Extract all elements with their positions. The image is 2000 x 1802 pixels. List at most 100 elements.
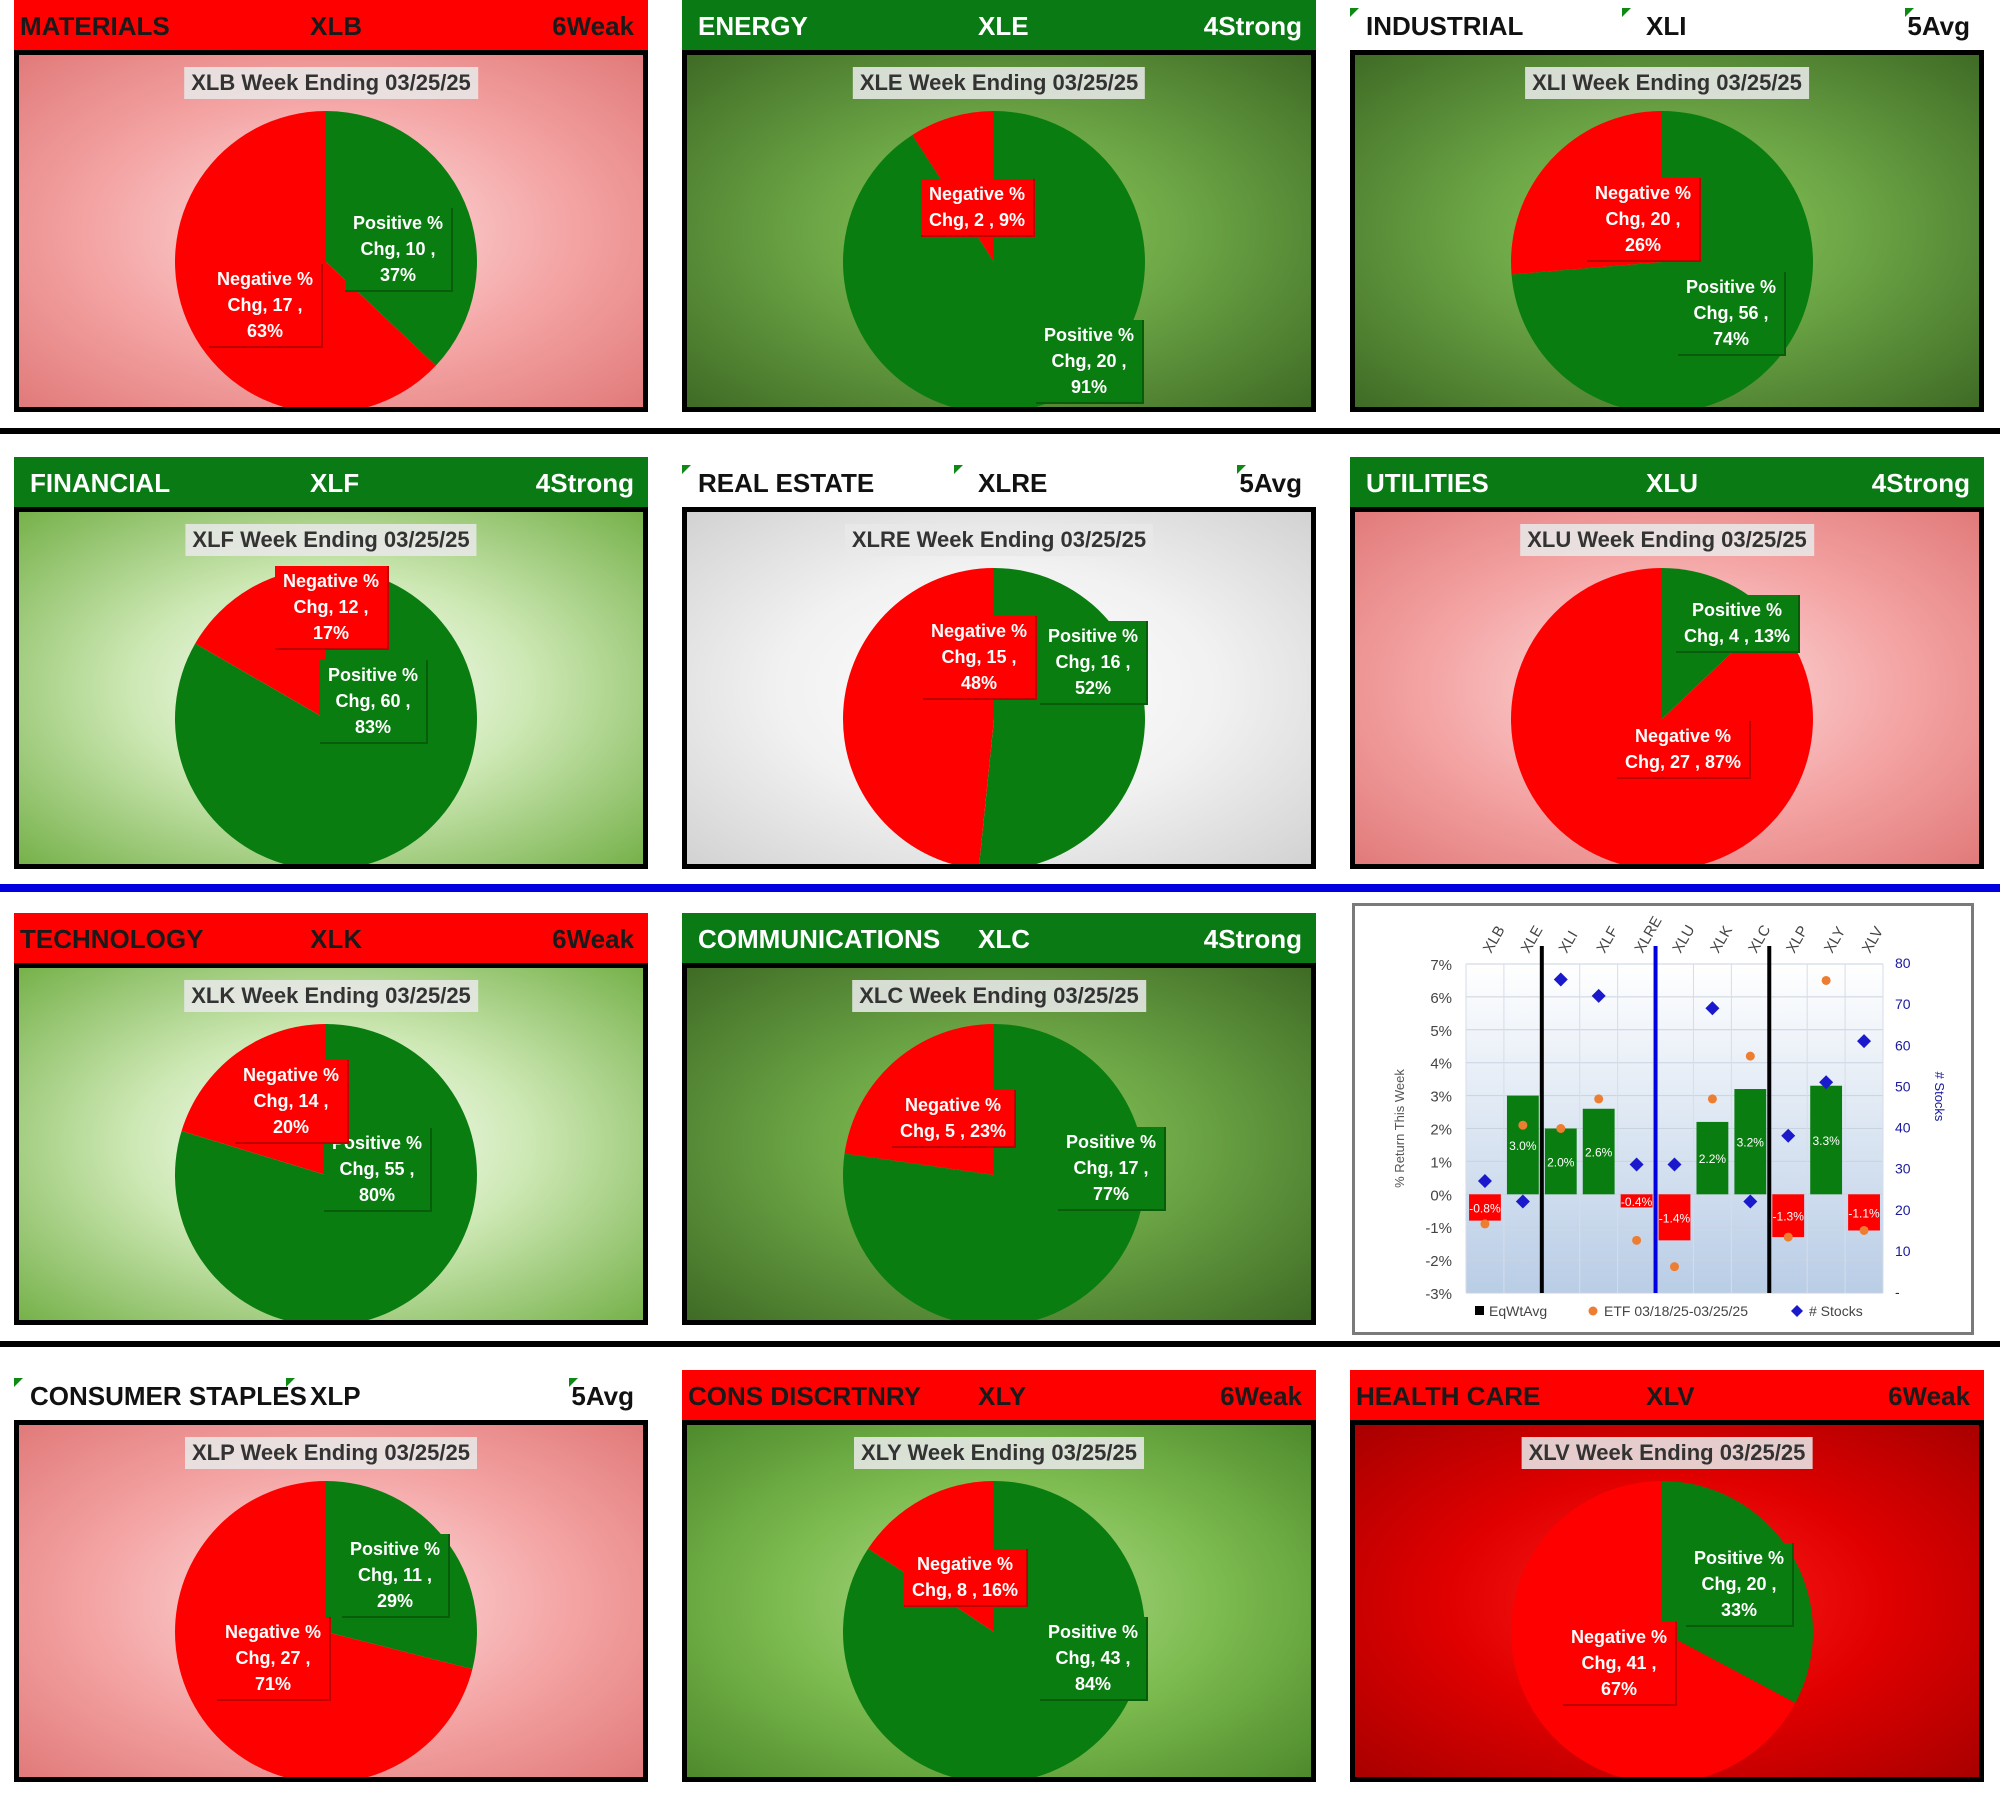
data-label-percent: 71% (255, 1674, 292, 1694)
data-label-negative: Negative % Chg, 27 , 71% (217, 1617, 332, 1701)
bar-eqwtavg (1582, 1108, 1615, 1195)
data-label-category: Negative % (904, 1095, 1002, 1115)
data-label-count: Chg, 17 , (1073, 1158, 1149, 1178)
x-tick-label: XLV (1859, 924, 1887, 956)
bar-eqwtavg (1469, 1194, 1501, 1221)
bar-eqwtavg (1810, 1085, 1843, 1195)
pie-chart-box: XLY Week Ending 03/25/25 Positive % Chg, 4… (682, 1420, 1316, 1782)
data-label-count: Chg, 8 , 16% (912, 1580, 1019, 1600)
stock-count-point (1705, 1001, 1720, 1016)
data-label-count: Chg, 17 , (227, 295, 303, 315)
bar-data-label: 3.2% (1737, 1136, 1765, 1150)
chart-title: XLE Week Ending 03/25/25 (852, 67, 1146, 99)
stock-count-point (1781, 1128, 1796, 1143)
cell-marker-icon (1622, 8, 1631, 17)
y2-tick-label: 80 (1895, 955, 1911, 971)
data-label-category: Positive % (1044, 325, 1135, 345)
bar-data-label: -0.8% (1469, 1201, 1501, 1215)
rating-label: 5Avg (1907, 10, 1970, 41)
data-label-count: Chg, 43 , (1055, 1648, 1131, 1668)
chart-title: XLV Week Ending 03/25/25 (1521, 1437, 1813, 1469)
data-label-positive: Positive % Chg, 20 , 91% (1036, 320, 1145, 404)
chart-title: XLK Week Ending 03/25/25 (184, 980, 478, 1012)
sector-panel-industrial: INDUSTRIAL XLI 5Avg XLI Week Ending 03/25/2… (1350, 0, 1984, 418)
sector-name: HEALTH CARE (1356, 1380, 1541, 1411)
data-label-count: Chg, 10 , (360, 239, 436, 259)
pie-chart-box: XLF Week Ending 03/25/25 Positive % Chg, 6… (14, 507, 648, 869)
pie-chart-box: XLV Week Ending 03/25/25 Positive % Chg, 2… (1350, 1420, 1984, 1782)
data-label-count: Chg, 55 , (339, 1159, 415, 1179)
data-label-positive: Positive % Chg, 11 , 29% (342, 1534, 451, 1618)
x-tick-label: XLRE (1631, 914, 1665, 956)
y2-tick-label: - (1895, 1284, 1900, 1300)
data-label-positive: Positive % Chg, 10 , 37% (345, 208, 454, 292)
data-label-negative: Negative % Chg, 2 , 9% (921, 179, 1036, 237)
bar-eqwtavg (1658, 1194, 1691, 1241)
data-label-count: Chg, 12 , (293, 597, 369, 617)
header-materials: MATERIALS XLB 6Weak (14, 0, 648, 52)
stock-count-point (1743, 1194, 1758, 1209)
y-tick-label: 5% (1430, 1023, 1452, 1040)
etf-ticker: XLV (1646, 1380, 1695, 1411)
sector-name: FINANCIAL (30, 467, 171, 498)
data-label-category: Positive % (1686, 277, 1777, 297)
stock-count-point (1629, 1157, 1644, 1172)
pie-slice-negative (843, 568, 994, 864)
x-tick-label: XLI (1556, 928, 1582, 956)
legend-marker-eqwtavg (1475, 1306, 1484, 1315)
x-tick-label: XLY (1821, 924, 1849, 956)
etf-return-point (1783, 1232, 1793, 1242)
etf-return-point (1480, 1219, 1490, 1229)
cell-marker-icon (1905, 8, 1914, 17)
sector-summary-chart: 7% 6% 5% 4% 3% 2% 1% 0% -1% -2% -3% 80 70 60 50 40 30 20 1… (1352, 903, 1974, 1335)
y2-tick-label: 30 (1895, 1161, 1911, 1177)
cell-marker-icon (14, 1378, 23, 1387)
sector-name: TECHNOLOGY (20, 923, 204, 954)
y-tick-label: 0% (1430, 1187, 1452, 1204)
pie-slice-positive (843, 1024, 1145, 1320)
data-label-percent: 83% (355, 717, 392, 737)
pie-chart-box: XLP Week Ending 03/25/25 Positive % Chg, 1… (14, 1420, 648, 1782)
header-industrial: INDUSTRIAL XLI 5Avg (1350, 0, 1984, 52)
data-label-percent: 80% (359, 1185, 396, 1205)
bar-data-label: 3.3% (1812, 1134, 1840, 1148)
data-label-positive: Positive % Chg, 55 , 80% (324, 1128, 433, 1212)
data-label-category: Negative % (1635, 726, 1732, 746)
x-tick-label: XLB (1480, 923, 1509, 956)
stock-count-point (1591, 988, 1606, 1003)
stock-count-point (1515, 1194, 1530, 1209)
data-label-category: Negative % (1571, 1627, 1668, 1647)
data-label-count: Chg, 20 , (1701, 1574, 1777, 1594)
summary-chart-svg: 7% 6% 5% 4% 3% 2% 1% 0% -1% -2% -3% 80 70 60 50 40 30 20 1… (1392, 914, 1947, 1319)
data-label-category: Positive % (350, 1539, 441, 1559)
data-label-count: Chg, 56 , (1693, 303, 1769, 323)
data-label-negative: Negative % Chg, 8 , 16% (904, 1549, 1029, 1607)
header-consumer-staples: CONSUMER STAPLES XLP 5Avg (14, 1370, 648, 1422)
pie-chart-svg (175, 111, 478, 407)
bar-data-label: -1.3% (1773, 1210, 1805, 1224)
bar-eqwtavg (1848, 1194, 1880, 1231)
sector-panel-energy: ENERGY XLE 4Strong XLE Week Ending 03/25/25… (682, 0, 1316, 418)
data-label-category: Negative % (217, 269, 314, 289)
rating-label: 4Strong (1203, 10, 1302, 41)
y-tick-label: 6% (1430, 990, 1452, 1007)
header-communications: COMMUNICATIONS XLC 4Strong (682, 913, 1316, 965)
sector-panel-health-care: HEALTH CARE XLV 6Weak XLV Week Ending 03/25… (1350, 1370, 1984, 1788)
pie-slice-negative (1511, 568, 1813, 864)
data-label-percent: 84% (1075, 1674, 1112, 1694)
data-label-count: Chg, 27 , (235, 1648, 311, 1668)
rating-label: 4Strong (1203, 923, 1302, 954)
data-label-category: Negative % (1595, 183, 1692, 203)
rating-label: 5Avg (1239, 467, 1302, 498)
chart-title: XLY Week Ending 03/25/25 (854, 1437, 1144, 1469)
bar-data-label: -1.4% (1659, 1211, 1691, 1225)
legend-label: ETF 03/18/25-03/25/25 (1604, 1303, 1748, 1319)
rating-label: 6Weak (552, 923, 634, 954)
data-label-percent: 63% (247, 321, 284, 341)
etf-ticker: XLF (310, 467, 360, 498)
data-label-percent: 74% (1713, 329, 1750, 349)
rating-label: 6Weak (1220, 1380, 1302, 1411)
sector-panel-utilities: UTILITIES XLU 4Strong XLU Week Ending 03/25… (1350, 457, 1984, 875)
y2-tick-label: 50 (1895, 1078, 1911, 1094)
sector-name: INDUSTRIAL (1366, 10, 1524, 41)
